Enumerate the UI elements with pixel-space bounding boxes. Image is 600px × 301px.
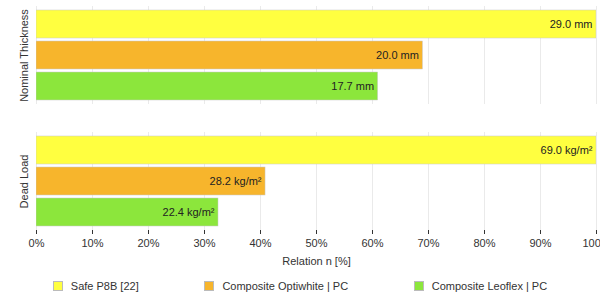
svg-text:90%: 90%	[529, 237, 551, 249]
html-text:Composite Leoflex | PC: Composite Leoflex | PC	[431, 280, 548, 292]
svg-text:28.2 kg/m²: 28.2 kg/m²	[210, 175, 262, 187]
svg-text:30%: 30%	[193, 237, 215, 249]
svg-text:20.0 mm: 20.0 mm	[376, 49, 419, 61]
svg-text:Nominal Thickness: Nominal Thickness	[18, 9, 30, 102]
svg-text:29.0 mm: 29.0 mm	[550, 18, 593, 30]
svg-text:Relation n [%]: Relation n [%]	[282, 255, 350, 267]
svg-text:69.0 kg/m²: 69.0 kg/m²	[541, 144, 593, 156]
svg-text:80%: 80%	[473, 237, 495, 249]
svg-text:0%: 0%	[29, 237, 45, 249]
html-text:Safe P8B [22]: Safe P8B [22]	[70, 280, 139, 292]
svg-text:100%: 100%	[582, 237, 600, 249]
svg-text:20%: 20%	[137, 237, 159, 249]
svg-text:40%: 40%	[249, 237, 271, 249]
svg-text:60%: 60%	[361, 237, 383, 249]
svg-text:Dead Load: Dead Load	[18, 155, 30, 209]
svg-text:70%: 70%	[417, 237, 439, 249]
svg-text:17.7 mm: 17.7 mm	[331, 80, 374, 92]
html-text:Composite Optiwhite | PC: Composite Optiwhite | PC	[222, 280, 349, 292]
svg-text:22.4 kg/m²: 22.4 kg/m²	[163, 206, 215, 218]
svg-text:10%: 10%	[81, 237, 103, 249]
svg-text:50%: 50%	[305, 237, 327, 249]
